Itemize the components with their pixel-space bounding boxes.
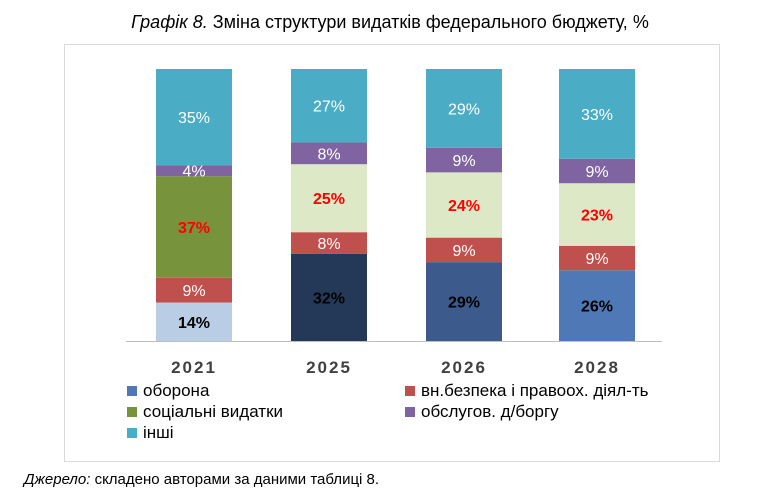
legend-label-вн-безпека-і-правоох-діял-ть: вн.безпека і правоох. діял-ть [421,381,649,400]
data-label-2028-інші: 33% [581,107,613,124]
legend-label-оборона: оборона [143,381,210,400]
data-label-2028-вн-безпека-і-правоох-діял-ть: 9% [585,251,608,268]
data-label-2025-обслугов-д-боргу: 8% [317,146,340,163]
bar-segment-2026-інші [426,69,502,148]
chart-title-text: Зміна структури видатків федерального бю… [212,12,649,32]
data-label-2021-обслугов-д-боргу: 4% [182,164,205,181]
bar-segment-2028-оборона [559,270,635,341]
bar-segment-2021-вн-безпека-і-правоох-діял-ть [156,277,232,303]
bar-segment-2028-обслугов-д-боргу [559,158,635,184]
bar-segment-2025-оборона [291,253,367,341]
source-lead: Джерело: [24,471,91,488]
data-label-2028-оборона: 26% [581,299,613,316]
chart-title-lead: Графік 8. [131,12,208,32]
data-label-2025-оборона: 32% [313,290,345,307]
legend-swatch-оборона [127,386,137,396]
legend-label-соціальні-видатки: соціальні видатки [143,402,283,421]
legend-label-обслугов-д-боргу: обслугов. д/боргу [421,402,559,421]
bar-segment-2026-оборона [426,262,502,341]
data-label-2021-вн-безпека-і-правоох-діял-ть: 9% [182,283,205,300]
legend-swatch-інші [127,428,137,438]
source-text: складено авторами за даними таблиці 8. [94,471,380,488]
bar-segment-2026-вн-безпека-і-правоох-діял-ть [426,237,502,263]
legend-swatch-соціальні-видатки [127,407,137,417]
bar-segment-2021-оборона [156,302,232,341]
x-tick-label-2028: 2028 [574,358,620,377]
bar-segment-2025-інші [291,69,367,143]
legend-label-інші: інші [143,423,174,442]
bar-segment-2021-інші [156,69,232,166]
bar-segment-2028-вн-безпека-і-правоох-діял-ть [559,245,635,271]
bar-segment-2025-обслугов-д-боргу [291,142,367,165]
data-label-2021-соціальні-видатки: 37% [178,220,210,237]
bar-segment-2026-соціальні-видатки [426,172,502,238]
x-tick-label-2026: 2026 [441,358,487,377]
data-label-2028-обслугов-д-боргу: 9% [585,164,608,181]
bar-segment-2021-обслугов-д-боргу [156,165,232,177]
data-label-2026-соціальні-видатки: 24% [448,198,480,215]
bar-segment-2021-соціальні-видатки [156,176,232,278]
data-label-2026-вн-безпека-і-правоох-діял-ть: 9% [452,243,475,260]
bar-segment-2025-вн-безпека-і-правоох-діял-ть [291,232,367,254]
data-label-2025-вн-безпека-і-правоох-діял-ть: 8% [317,236,340,253]
source-note: Джерело: складено авторами за даними таб… [24,471,379,488]
bar-segment-2026-обслугов-д-боргу [426,147,502,173]
legend-swatch-вн-безпека-і-правоох-діял-ть [405,386,415,396]
x-tick-label-2021: 2021 [171,358,217,377]
chart-frame [64,44,720,462]
bar-segment-2028-інші [559,69,635,159]
chart-title: Графік 8. Зміна структури видатків федер… [0,12,780,33]
data-label-2021-оборона: 14% [178,315,210,332]
data-label-2026-обслугов-д-боргу: 9% [452,153,475,170]
data-label-2026-оборона: 29% [448,295,480,312]
data-label-2021-інші: 35% [178,110,210,127]
data-label-2025-соціальні-видатки: 25% [313,191,345,208]
data-label-2028-соціальні-видатки: 23% [581,208,613,225]
legend-swatch-обслугов-д-боргу [405,407,415,417]
data-label-2026-інші: 29% [448,101,480,118]
x-tick-label-2025: 2025 [306,358,352,377]
data-label-2025-інші: 27% [313,99,345,116]
bar-segment-2028-соціальні-видатки [559,183,635,246]
bar-segment-2025-соціальні-видатки [291,164,367,233]
